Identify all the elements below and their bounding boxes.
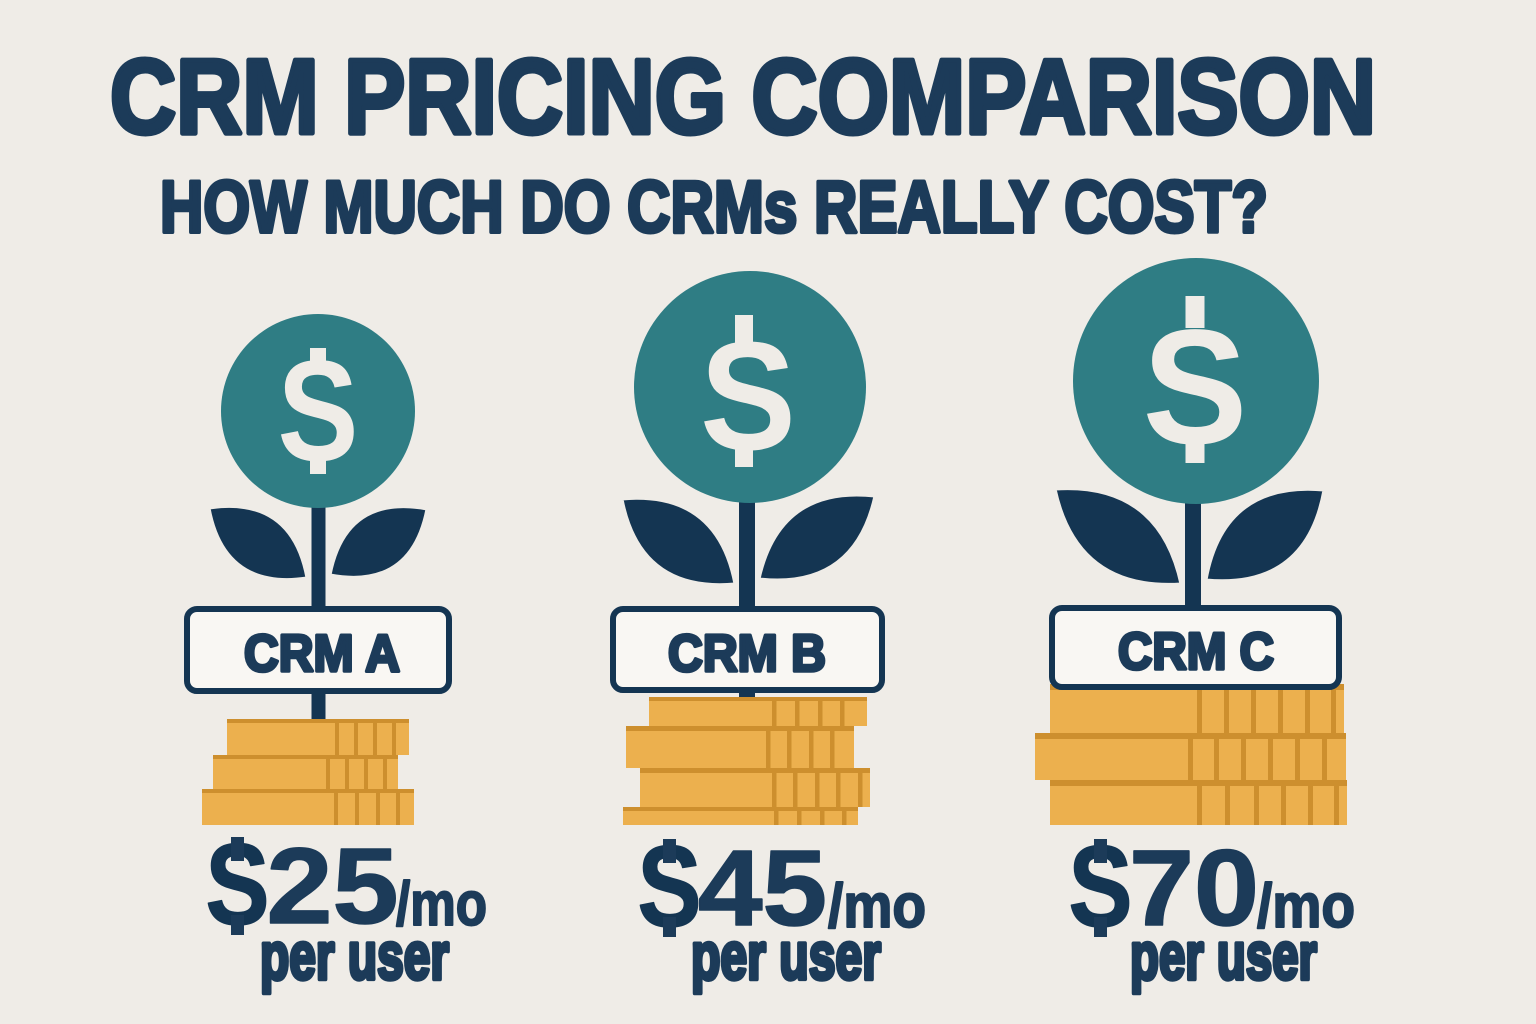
svg-text:/mo: /mo	[396, 870, 487, 939]
svg-text:per user: per user	[1130, 919, 1317, 994]
svg-text:70: 70	[1129, 827, 1259, 948]
svg-text:/mo: /mo	[828, 872, 926, 941]
svg-text:45: 45	[698, 827, 827, 948]
svg-text:HOW MUCH DO CRMs REALLY COST?: HOW MUCH DO CRMs REALLY COST?	[160, 167, 1268, 248]
svg-text:/mo: /mo	[1257, 872, 1355, 941]
svg-text:CRM C: CRM C	[1118, 623, 1274, 681]
svg-text:per user: per user	[260, 919, 449, 994]
svg-text:per user: per user	[691, 919, 881, 994]
svg-text:CRM B: CRM B	[668, 625, 826, 683]
svg-text:CRM PRICING COMPARISON: CRM PRICING COMPARISON	[110, 38, 1376, 156]
svg-text:25: 25	[267, 825, 399, 946]
svg-text:CRM A: CRM A	[244, 625, 400, 683]
